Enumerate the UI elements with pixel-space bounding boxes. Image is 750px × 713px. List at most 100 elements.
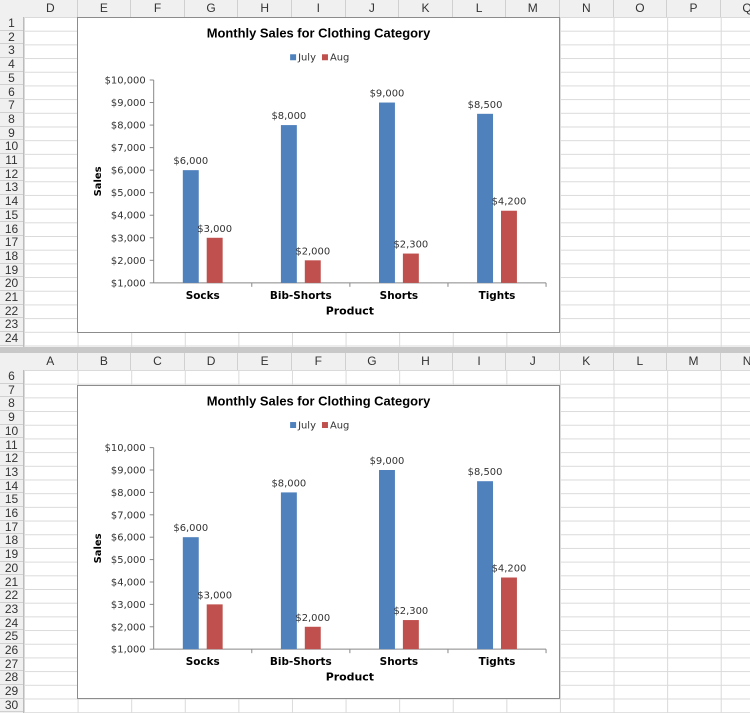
row-header-20[interactable]: 20 <box>0 561 23 576</box>
legend-item-july[interactable]: July <box>290 421 316 432</box>
bar-aug-shorts[interactable] <box>402 620 419 650</box>
row-header-22[interactable]: 22 <box>0 588 23 603</box>
row-header-16[interactable]: 16 <box>0 222 23 237</box>
row-header-27[interactable]: 27 <box>0 657 23 672</box>
bar-july-tights[interactable] <box>477 481 494 650</box>
column-header-K[interactable]: K <box>560 353 614 370</box>
column-header-K[interactable]: K <box>399 0 453 17</box>
legend-item-aug[interactable]: Aug <box>321 421 349 432</box>
column-header-I[interactable]: I <box>292 0 346 17</box>
column-header-H[interactable]: H <box>238 0 292 17</box>
chart-top[interactable]: Monthly Sales for Clothing Category July A… <box>77 17 560 333</box>
bar-july-socks[interactable] <box>182 537 199 650</box>
column-header-B[interactable]: B <box>78 353 132 370</box>
row-header-30[interactable]: 30 <box>0 698 23 713</box>
row-header-10[interactable]: 10 <box>0 140 23 154</box>
row-header-3[interactable]: 3 <box>0 44 23 59</box>
row-header-24[interactable]: 24 <box>0 331 23 346</box>
column-header-G[interactable]: G <box>185 0 239 17</box>
column-header-C[interactable]: C <box>131 353 185 370</box>
row-header-19[interactable]: 19 <box>0 263 23 278</box>
row-header-7[interactable]: 7 <box>0 98 23 113</box>
row-header-15[interactable]: 15 <box>0 493 23 507</box>
column-header-F[interactable]: F <box>131 0 185 17</box>
column-header-M[interactable]: M <box>667 353 721 370</box>
pane-splitter[interactable] <box>0 347 750 353</box>
row-header-23[interactable]: 23 <box>0 602 23 617</box>
bar-july-tights[interactable] <box>477 113 494 283</box>
column-header-L[interactable]: L <box>453 0 507 17</box>
row-header-23[interactable]: 23 <box>0 318 23 333</box>
row-header-10[interactable]: 10 <box>0 424 23 439</box>
row-header-28[interactable]: 28 <box>0 671 23 686</box>
column-header-N[interactable]: N <box>560 0 614 17</box>
column-header-E[interactable]: E <box>78 0 132 17</box>
row-header-2[interactable]: 2 <box>0 30 23 45</box>
column-header-D[interactable]: D <box>185 353 239 370</box>
column-header-L[interactable]: L <box>614 353 668 370</box>
column-header-J[interactable]: J <box>506 353 560 370</box>
row-header-9[interactable]: 9 <box>0 410 23 425</box>
row-header-16[interactable]: 16 <box>0 506 23 521</box>
bar-july-shorts[interactable] <box>378 470 395 650</box>
bar-aug-bib-shorts[interactable] <box>304 626 321 650</box>
bar-aug-socks[interactable] <box>206 237 223 283</box>
bar-aug-tights[interactable] <box>500 210 517 283</box>
row-header-6[interactable]: 6 <box>0 85 23 100</box>
column-header-J[interactable]: J <box>346 0 400 17</box>
row-header-8[interactable]: 8 <box>0 112 23 127</box>
chart-bottom[interactable]: Monthly Sales for Clothing Category July A… <box>77 385 560 699</box>
row-header-5[interactable]: 5 <box>0 71 23 86</box>
row-header-17[interactable]: 17 <box>0 235 23 250</box>
row-header-11[interactable]: 11 <box>0 153 23 168</box>
row-header-29[interactable]: 29 <box>0 684 23 699</box>
row-header-14[interactable]: 14 <box>0 479 23 494</box>
row-header-25[interactable]: 25 <box>0 630 23 644</box>
column-header-I[interactable]: I <box>453 353 507 370</box>
legend-item-july[interactable]: July <box>290 53 316 64</box>
row-header-8[interactable]: 8 <box>0 397 23 412</box>
row-header-18[interactable]: 18 <box>0 249 23 264</box>
row-header-24[interactable]: 24 <box>0 616 23 631</box>
row-header-21[interactable]: 21 <box>0 290 23 305</box>
row-header-7[interactable]: 7 <box>0 383 23 398</box>
column-header-Q[interactable]: Q <box>721 0 750 17</box>
row-header-12[interactable]: 12 <box>0 451 23 466</box>
bar-july-shorts[interactable] <box>378 102 395 283</box>
row-header-6[interactable]: 6 <box>0 369 23 384</box>
row-header-4[interactable]: 4 <box>0 57 23 72</box>
column-header-G[interactable]: G <box>346 353 400 370</box>
row-header-13[interactable]: 13 <box>0 181 23 196</box>
row-header-21[interactable]: 21 <box>0 575 23 590</box>
bar-july-bib-shorts[interactable] <box>280 125 297 283</box>
row-header-11[interactable]: 11 <box>0 438 23 453</box>
row-header-17[interactable]: 17 <box>0 520 23 535</box>
row-header-14[interactable]: 14 <box>0 194 23 209</box>
row-header-18[interactable]: 18 <box>0 534 23 549</box>
row-header-9[interactable]: 9 <box>0 126 23 141</box>
column-header-N[interactable]: N <box>721 353 750 370</box>
row-header-26[interactable]: 26 <box>0 643 23 658</box>
row-header-22[interactable]: 22 <box>0 304 23 319</box>
legend-item-aug[interactable]: Aug <box>321 53 349 64</box>
bar-aug-socks[interactable] <box>206 604 223 650</box>
bar-aug-tights[interactable] <box>500 577 517 650</box>
column-header-F[interactable]: F <box>292 353 346 370</box>
column-header-E[interactable]: E <box>238 353 292 370</box>
row-header-20[interactable]: 20 <box>0 277 23 291</box>
column-header-D[interactable]: D <box>24 0 78 17</box>
bar-aug-bib-shorts[interactable] <box>304 260 321 283</box>
column-header-M[interactable]: M <box>506 0 560 17</box>
row-header-15[interactable]: 15 <box>0 208 23 223</box>
column-header-A[interactable]: A <box>24 353 78 370</box>
row-header-19[interactable]: 19 <box>0 547 23 562</box>
column-header-H[interactable]: H <box>399 353 453 370</box>
row-header-13[interactable]: 13 <box>0 465 23 480</box>
row-header-1[interactable]: 1 <box>0 16 23 31</box>
column-header-P[interactable]: P <box>667 0 721 17</box>
row-header-12[interactable]: 12 <box>0 167 23 182</box>
bar-july-bib-shorts[interactable] <box>280 492 297 650</box>
bar-july-socks[interactable] <box>182 170 199 283</box>
bar-aug-shorts[interactable] <box>402 253 419 283</box>
column-header-O[interactable]: O <box>614 0 668 17</box>
